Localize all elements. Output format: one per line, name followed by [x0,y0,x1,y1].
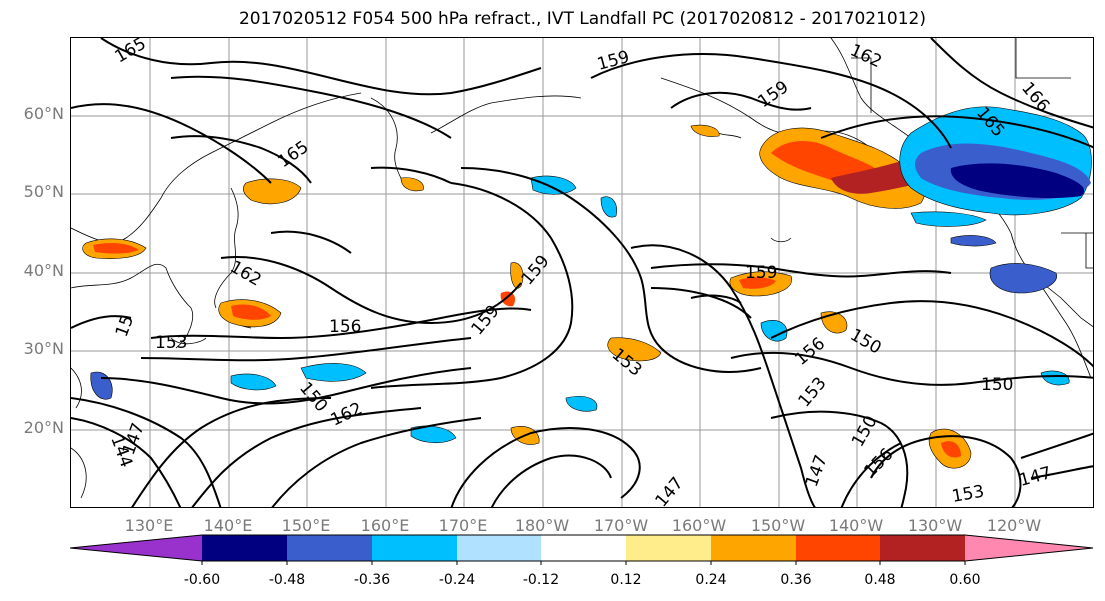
contour-label: 147 [1017,463,1054,491]
colorbar-tick-label: -0.12 [522,572,560,588]
contour-label: 147 [652,473,688,508]
map-canvas: 165 159 162 166 165 159 165 162 159 156 … [71,38,1093,508]
lon-label-160e: 160°E [360,516,410,535]
lon-label-170e: 170°E [438,516,488,535]
colorbar-tick-label: -0.48 [268,572,306,588]
lon-label-170w: 170°W [593,516,649,535]
colorbar-segment [711,535,796,561]
contour-label: 159 [518,251,554,289]
colorbar-tick-label: -0.60 [183,572,221,588]
ivt-fill-patches [82,106,1092,469]
contour-label: 159 [745,263,777,283]
colorbar-tick-label: -0.24 [438,572,476,588]
map-title: 2017020512 F054 500 hPa refract., IVT La… [238,9,926,29]
lat-label-50n: 50°N [23,182,64,201]
contour-label: 147 [802,452,832,489]
contour-label: 150 [981,375,1013,395]
colorbar-ticks [201,561,966,565]
contour-label: 159 [468,301,504,339]
colorbar-segment [287,535,372,561]
colorbar-tick-label: 0.48 [864,572,896,588]
lat-label-40n: 40°N [23,261,64,280]
contour-label: 153 [795,373,831,411]
colorbar-tick-label: -0.36 [353,572,391,588]
lon-label-140w: 140°W [828,516,884,535]
contour-label: 153 [155,333,187,353]
lat-label-60n: 60°N [23,104,64,123]
contour-label: 150 [848,412,882,450]
lat-label-30n: 30°N [23,339,64,358]
contour-label: 156 [329,317,361,337]
contour-label: 159 [595,47,632,75]
contour-label: 150 [295,378,331,416]
contour-label: 166 [1017,78,1053,116]
lon-label-130e: 130°E [124,516,174,535]
colorbar-segment [796,535,880,561]
colorbar-segment [70,535,202,561]
lon-label-150e: 150°E [281,516,331,535]
colorbar-tick-label: 0.60 [949,572,981,588]
lat-label-20n: 20°N [23,418,64,437]
colorbar-segment [541,535,626,561]
contour-label: 153 [950,482,985,507]
contour-label: 162 [227,257,265,291]
lon-label-140e: 140°E [203,516,253,535]
colorbar-tick-label: 0.12 [610,572,642,588]
colorbar [70,534,1094,565]
colorbar-tick-label: 0.36 [780,572,812,588]
contour-label: 156 [860,444,897,481]
lon-label-160w: 160°W [671,516,727,535]
lon-label-180w: 180°W [514,516,570,535]
lon-label-150w: 150°W [750,516,806,535]
colorbar-segment [626,535,711,561]
colorbar-segment [457,535,541,561]
colorbar-segment [965,535,1093,561]
lon-label-120w: 120°W [986,516,1042,535]
contour-label: 162 [328,399,366,431]
colorbar-tick-label: 0.24 [695,572,727,588]
colorbar-segment [372,535,457,561]
map-panel: 165 159 162 166 165 159 165 162 159 156 … [70,37,1094,508]
lon-label-130w: 130°W [907,516,963,535]
colorbar-segment [202,535,287,561]
contour-label: 162 [847,40,885,72]
contour-label: 156 [791,334,829,370]
contour-label: 165 [112,38,150,67]
refractivity-contours [71,38,1093,507]
contour-label: 150 [847,325,885,359]
colorbar-segment [880,535,965,561]
